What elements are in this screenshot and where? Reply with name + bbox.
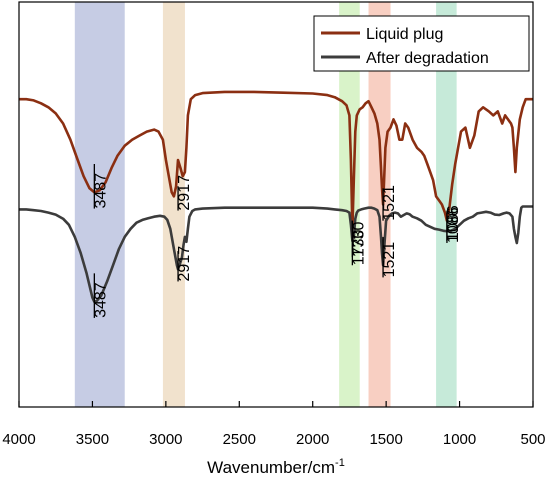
peak-label-3: 1730 [350,230,367,266]
x-tick-label-3000: 3000 [149,431,182,448]
peak-label-5: 1086 [445,205,462,241]
x-tick-label-1500: 1500 [369,431,402,448]
legend-label-1: Liquid plug [366,26,443,43]
highlight-band-2 [162,2,185,407]
peak-label-2: 2917 [176,175,193,211]
x-tick-label-3500: 3500 [76,431,109,448]
series-line-liquid-plug [19,90,533,231]
spectrum-lines [19,90,533,303]
x-tick-label-1000: 1000 [443,431,476,448]
highlight-band-5 [436,2,457,407]
legend: Liquid plug After degradation [313,15,530,72]
peak-label-10: 1086 [445,207,462,243]
peak-label-9: 1521 [381,242,398,278]
x-tick-label-2000: 2000 [296,431,329,448]
peak-label-8: 1730 [350,221,367,257]
peak-label-7: 2917 [176,246,193,282]
peak-label-1: 3487 [92,173,109,209]
x-axis-ticks: 4000 3500 3000 2500 2000 1500 1000 500 [2,401,546,448]
highlight-band-1 [74,2,125,407]
x-tick-label-500: 500 [520,431,545,448]
x-tick-label-2500: 2500 [223,431,256,448]
series-line-after-degradation [19,205,533,303]
x-tick-label-4000: 4000 [2,431,35,448]
x-axis-label: Wavenumber/cm-1 [207,457,345,477]
legend-label-2: After degradation [366,50,489,67]
legend-box [313,15,530,72]
peak-label-4: 1521 [381,185,398,221]
peak-label-6: 3487 [92,282,109,318]
plot-frame [18,1,534,408]
highlight-band-4 [368,2,391,407]
